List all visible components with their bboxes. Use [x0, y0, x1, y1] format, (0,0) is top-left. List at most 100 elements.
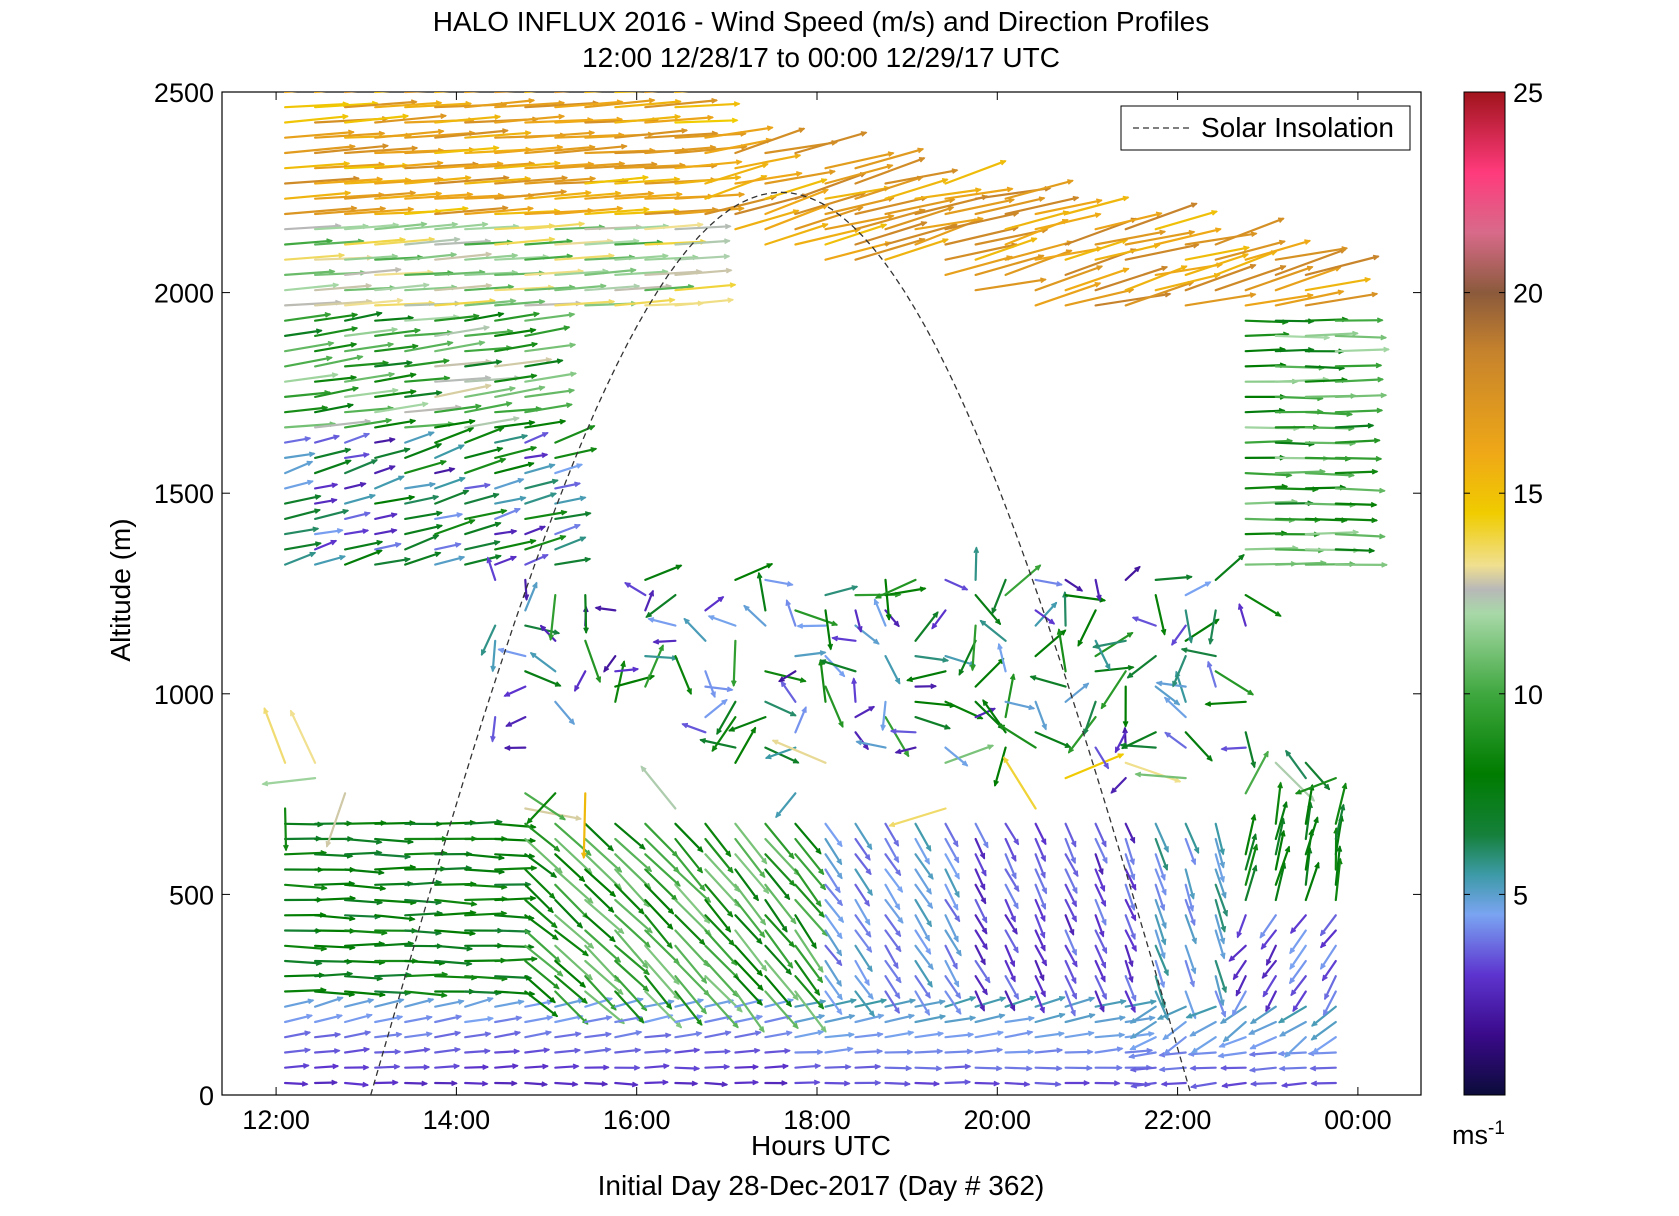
wind-arrow — [1128, 1051, 1157, 1059]
wind-arrow — [344, 1030, 372, 1039]
wind-arrow — [794, 650, 827, 658]
wind-arrow — [494, 1063, 519, 1070]
wind-arrow — [404, 191, 474, 200]
wind-arrow — [944, 959, 960, 988]
wind-arrow — [1244, 750, 1269, 795]
wind-arrow — [261, 776, 317, 787]
wind-arrow — [884, 1065, 913, 1072]
wind-arrow — [1004, 837, 1017, 862]
wind-arrow — [314, 539, 338, 551]
wind-arrow — [1034, 914, 1046, 939]
wind-arrow — [524, 1063, 549, 1070]
wind-arrow — [1290, 914, 1307, 934]
wind-arrow — [1285, 749, 1307, 780]
wind-arrow — [734, 898, 766, 938]
wind-arrow — [404, 997, 435, 1008]
wind-arrow — [524, 175, 597, 185]
wind-arrow — [884, 837, 900, 864]
wind-arrow — [524, 1081, 549, 1088]
wind-arrow — [1004, 673, 1016, 719]
wind-arrow — [494, 113, 566, 124]
colorbar-tick-label: 25 — [1513, 78, 1543, 108]
wind-arrow — [284, 551, 317, 566]
wind-arrow — [764, 1030, 793, 1039]
wind-arrow — [974, 868, 986, 891]
wind-arrow — [824, 213, 895, 231]
wind-arrow — [464, 853, 506, 861]
wind-arrow — [704, 822, 732, 858]
wind-arrow — [494, 144, 564, 155]
wind-arrow — [1124, 761, 1182, 783]
wind-arrow — [944, 898, 961, 923]
wind-arrow — [1184, 914, 1197, 945]
wind-arrow — [1094, 211, 1163, 231]
wind-arrow — [524, 325, 571, 337]
wind-arrow — [1094, 229, 1167, 246]
wind-arrow — [1284, 1036, 1307, 1058]
wind-arrow — [944, 1015, 977, 1024]
wind-arrow — [490, 639, 497, 673]
wind-arrow — [374, 837, 415, 845]
wind-arrow — [824, 685, 844, 728]
wind-arrow — [1204, 700, 1247, 707]
wind-arrow — [1334, 782, 1348, 825]
wind-arrow — [584, 206, 650, 216]
wind-arrow — [497, 647, 527, 658]
wind-arrow — [434, 476, 466, 490]
wind-arrow — [704, 1063, 731, 1070]
wind-arrow — [1185, 1005, 1217, 1019]
wind-arrow — [734, 127, 806, 155]
wind-arrow — [284, 479, 314, 490]
wind-arrow — [404, 340, 454, 353]
wind-arrow — [1189, 1065, 1217, 1072]
wind-arrow — [1334, 532, 1386, 540]
wind-arrow — [674, 205, 745, 216]
legend-entry: Solar Insolation — [1201, 112, 1394, 143]
wind-arrow — [794, 706, 807, 734]
wind-arrow — [734, 914, 763, 945]
wind-arrow — [1334, 346, 1390, 353]
wind-arrow — [464, 1080, 489, 1087]
wind-arrow — [524, 792, 566, 821]
wind-arrow — [944, 744, 995, 764]
wind-arrow — [524, 1047, 551, 1054]
wind-arrow — [434, 1046, 462, 1054]
wind-arrow — [764, 853, 796, 887]
wind-arrow — [524, 914, 559, 941]
wind-arrow — [314, 402, 355, 414]
wind-arrow — [794, 975, 825, 1010]
wind-arrow — [794, 999, 827, 1008]
wind-arrow — [1160, 1081, 1187, 1087]
wind-arrow — [524, 944, 564, 977]
wind-arrow — [931, 609, 947, 630]
wind-arrow — [734, 959, 764, 991]
wind-arrow — [344, 371, 396, 383]
wind-arrow — [704, 990, 739, 1029]
wind-arrow — [404, 252, 458, 261]
wind-arrow — [1034, 990, 1045, 1014]
wind-arrow — [1244, 813, 1257, 856]
wind-arrow — [1206, 660, 1217, 688]
wind-arrow — [1124, 944, 1134, 968]
wind-arrow — [764, 169, 836, 185]
wind-arrow — [1310, 1080, 1337, 1087]
wind-arrow — [344, 868, 385, 876]
wind-arrow — [1236, 914, 1247, 939]
wind-arrow — [1034, 731, 1072, 749]
wind-arrow — [554, 990, 589, 1025]
wind-arrow — [824, 998, 858, 1008]
wind-arrow — [374, 1063, 401, 1070]
wind-arrow — [1214, 990, 1227, 1018]
wind-arrow — [1249, 1005, 1277, 1025]
wind-arrow — [464, 130, 532, 139]
wind-arrow — [1259, 914, 1277, 939]
wind-arrow — [284, 205, 358, 216]
wind-arrow — [524, 388, 576, 398]
wind-arrow — [524, 959, 560, 990]
wind-arrow — [434, 340, 486, 353]
wind-arrow — [1217, 1051, 1247, 1059]
wind-arrow — [1094, 1064, 1123, 1071]
wind-arrow — [704, 1048, 732, 1055]
wind-arrow — [584, 959, 624, 995]
wind-arrow — [716, 700, 737, 735]
